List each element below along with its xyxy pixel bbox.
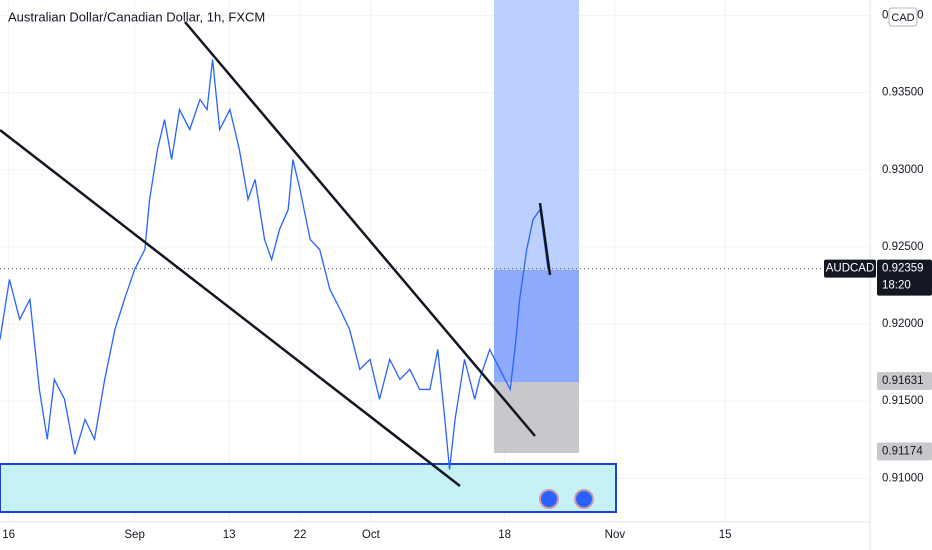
y-tick-label: 0.91000 — [882, 472, 924, 484]
level-label: 0.91631 — [882, 375, 924, 387]
x-tick-label: 15 — [719, 529, 732, 541]
grid — [0, 0, 870, 522]
x-tick-label: Nov — [605, 529, 626, 541]
x-tick-label: 22 — [294, 529, 307, 541]
y-tick-label: 0.93000 — [882, 164, 924, 176]
symbol-box — [824, 259, 876, 278]
time-axis — [0, 522, 932, 550]
stop-zone — [494, 382, 579, 453]
level-label: 0.91174 — [882, 446, 923, 458]
level-box — [877, 371, 932, 390]
trendline — [0, 129, 461, 487]
arrow — [538, 202, 552, 276]
x-tick-label: 13 — [223, 529, 236, 541]
last-price-box — [877, 259, 932, 296]
profit-zone — [494, 270, 579, 382]
level-box — [877, 442, 932, 461]
last-price: 0.92359 — [882, 263, 924, 275]
event-icon — [574, 489, 594, 509]
price-line — [0, 59, 549, 470]
support-zone — [0, 463, 617, 513]
y-tick-label: 0.91500 — [882, 395, 924, 407]
x-tick-label: 16 — [2, 529, 15, 541]
x-tick-label: Oct — [362, 529, 381, 541]
trendline — [184, 21, 536, 437]
currency[interactable]: CAD — [891, 12, 914, 24]
y-tick-label: 0.93500 — [882, 87, 924, 99]
event-icon — [539, 489, 559, 509]
currency-badge[interactable] — [888, 7, 918, 27]
chart-title: Australian Dollar/Canadian Dollar, 1h, F… — [8, 9, 265, 24]
x-tick-label: 18 — [498, 529, 511, 541]
symbol: AUDCAD — [826, 263, 875, 275]
y-tick-label: 0.92000 — [882, 318, 924, 330]
y-tick-label: 0.92500 — [882, 241, 924, 253]
countdown: 18:20 — [882, 280, 911, 292]
plot — [0, 59, 870, 470]
x-tick-label: Sep — [124, 529, 144, 541]
target-zone — [494, 0, 579, 270]
